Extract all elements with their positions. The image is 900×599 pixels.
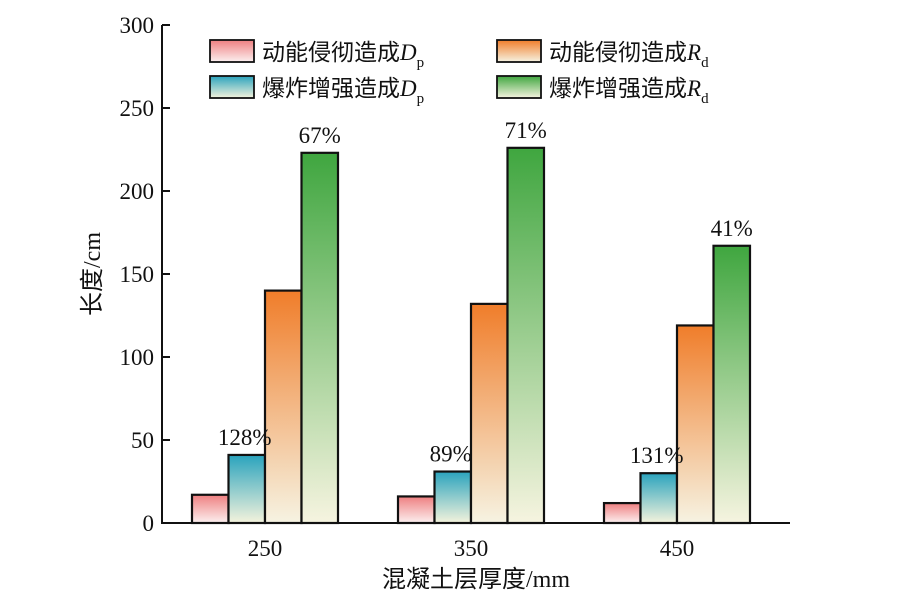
bar-350-series-3: [506, 146, 546, 525]
bar-250-series-3: [300, 151, 340, 525]
labels-layer: 128% 67% 89% 71% 131% 41%: [218, 118, 753, 468]
legend-label: 爆炸增强造成Rd: [549, 76, 709, 107]
legend-swatch: [209, 39, 255, 63]
bar-250-series-0: [190, 493, 230, 525]
legend-item: 爆炸增强造成Rd: [496, 75, 709, 107]
y-tick-label: 0: [143, 511, 155, 536]
legend-swatch: [209, 75, 255, 99]
x-tick-label: 250: [248, 536, 283, 561]
legend: 动能侵彻造成Dp 爆炸增强造成Dp 动能侵彻造成Rd 爆炸增强造成Rd: [209, 39, 709, 107]
legend-swatch: [496, 39, 542, 63]
legend-label: 爆炸增强造成Dp: [262, 76, 424, 107]
y-tick-label: 200: [120, 179, 155, 204]
bars-layer: [190, 146, 752, 525]
y-tick-label: 50: [131, 428, 154, 453]
bar-450-series-0: [602, 501, 642, 525]
data-label: 131%: [630, 443, 684, 468]
data-label: 89%: [430, 442, 472, 467]
legend-swatch: [496, 75, 542, 99]
y-tick-label: 250: [120, 96, 155, 121]
x-tick-label: 450: [660, 536, 695, 561]
data-label: 41%: [711, 216, 753, 241]
y-tick-label: 150: [120, 262, 155, 287]
legend-item: 动能侵彻造成Dp: [209, 39, 424, 71]
bar-450-series-2: [675, 324, 715, 525]
bar-450-series-1: [639, 472, 679, 525]
axes-layer: 0 50 100 150 200 250 300 250 350 450 混凝土层厚度/mm 长度/c…: [79, 13, 790, 593]
bar-350-series-2: [469, 302, 509, 525]
data-label: 67%: [299, 123, 341, 148]
legend-label: 动能侵彻造成Dp: [262, 40, 424, 71]
y-axis-title: 长度/cm: [79, 232, 106, 316]
bar-250-series-2: [263, 289, 303, 525]
x-tick-label: 350: [454, 536, 489, 561]
legend-item: 动能侵彻造成Rd: [496, 39, 709, 71]
legend-item: 爆炸增强造成Dp: [209, 75, 424, 107]
bar-350-series-1: [433, 470, 473, 525]
x-axis-title: 混凝土层厚度/mm: [382, 566, 570, 593]
bar-250-series-1: [227, 453, 267, 525]
data-label: 128%: [218, 425, 272, 450]
data-label: 71%: [505, 118, 547, 143]
legend-label: 动能侵彻造成Rd: [549, 40, 709, 71]
y-tick-label: 300: [120, 13, 155, 38]
y-tick-label: 100: [120, 345, 155, 370]
bar-350-series-0: [396, 495, 436, 525]
bar-450-series-3: [712, 244, 752, 525]
